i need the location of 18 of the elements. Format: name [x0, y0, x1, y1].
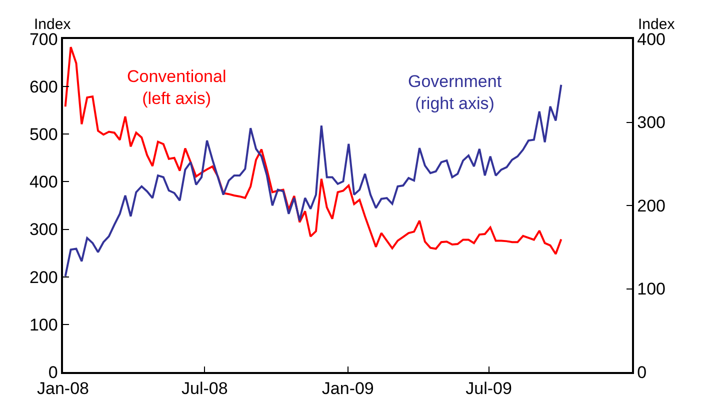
- x-tick-label: Jul-08: [182, 379, 228, 398]
- x-tick-label: Jul-09: [466, 379, 512, 398]
- y2-tick-label: 100: [637, 280, 666, 299]
- series-label: Conventional (left axis): [127, 67, 226, 108]
- y2-tick-label: 0: [637, 362, 647, 382]
- y-tick-label: 500: [29, 125, 58, 144]
- y-tick-label: 600: [29, 78, 58, 97]
- y-tick-label: 200: [29, 268, 58, 287]
- text: Government (right axis): [408, 72, 502, 114]
- x-tick-label: Jan-09: [322, 379, 374, 398]
- x-tick-label: Jan-08: [37, 379, 89, 398]
- y2-tick-label: 300: [637, 113, 666, 132]
- y-tick-label: 0: [48, 362, 58, 382]
- y-tick-label: 400: [29, 172, 58, 192]
- line-series: [64, 46, 562, 256]
- y-tick-label: 100: [29, 315, 58, 334]
- y-tick-label: 300: [29, 220, 58, 240]
- y2-tick-label: 200: [637, 196, 666, 216]
